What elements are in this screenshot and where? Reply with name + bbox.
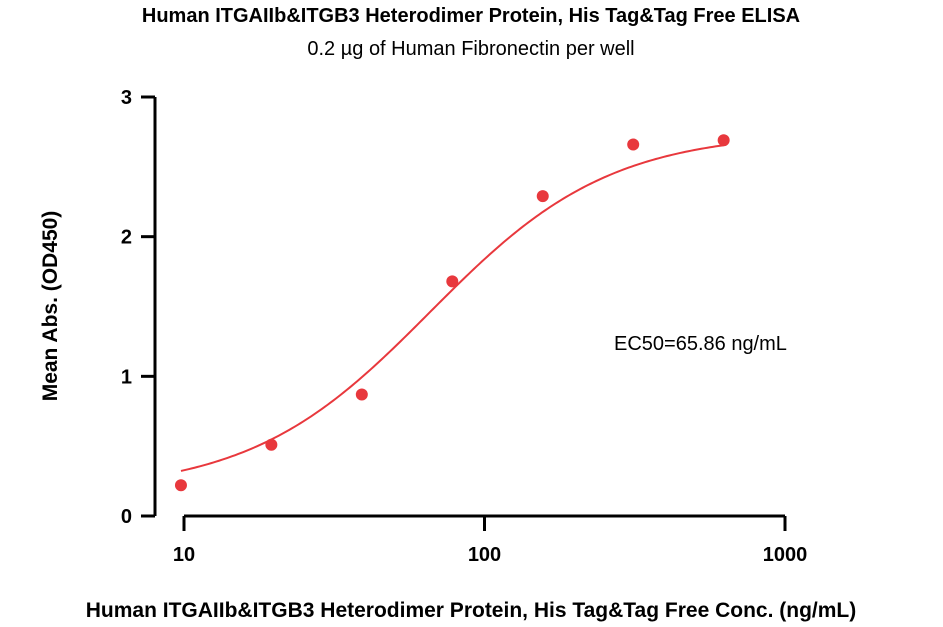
y-tick-label: 1 xyxy=(121,366,132,388)
data-point xyxy=(265,438,278,451)
x-tick-label: 10 xyxy=(173,544,195,566)
fit-curve xyxy=(180,144,724,472)
y-tick-label: 3 xyxy=(121,87,132,109)
data-point xyxy=(174,479,187,492)
y-tick-label: 2 xyxy=(121,227,132,249)
data-point xyxy=(536,190,549,203)
y-ticks: 0 1 2 3 xyxy=(121,87,155,528)
data-point xyxy=(355,388,368,401)
x-ticks: 10 100 1000 xyxy=(173,516,807,566)
x-tick-label: 100 xyxy=(468,544,501,566)
data-point xyxy=(717,134,730,147)
data-points xyxy=(174,134,730,492)
ec50-annotation: EC50=65.86 ng/mL xyxy=(614,333,787,355)
data-point xyxy=(446,275,459,288)
data-point xyxy=(627,138,640,151)
axes xyxy=(153,97,785,518)
chart-subtitle: 0.2 µg of Human Fibronectin per well xyxy=(307,38,634,60)
y-tick-label: 0 xyxy=(121,506,132,528)
y-axis-label: Mean Abs. (OD450) xyxy=(39,211,62,402)
x-axis-label: Human ITGAIIb&ITGB3 Heterodimer Protein,… xyxy=(86,599,856,622)
x-tick-label: 1000 xyxy=(763,544,808,566)
chart-title: Human ITGAIIb&ITGB3 Heterodimer Protein,… xyxy=(142,5,800,27)
